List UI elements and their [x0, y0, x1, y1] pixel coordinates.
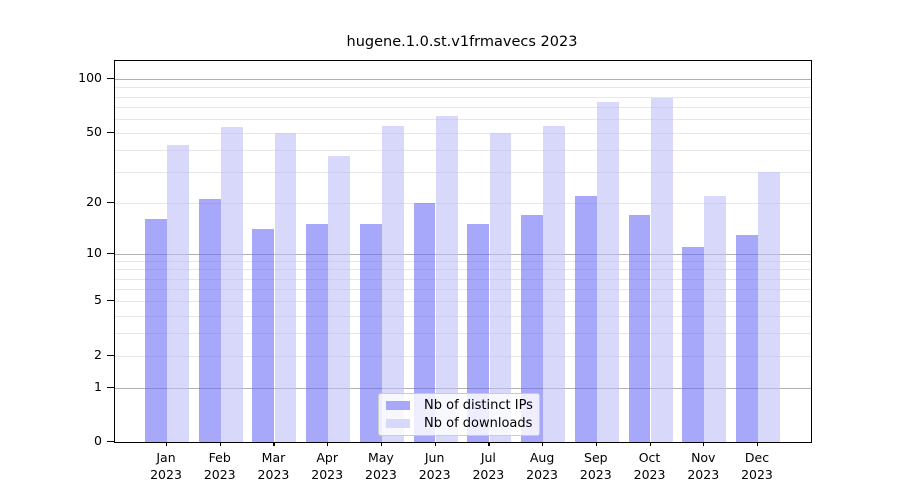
y-tick-mark: [107, 78, 114, 80]
x-tick-label-may: May 2023: [365, 450, 397, 482]
x-tick-label-nov: Nov 2023: [687, 450, 720, 482]
legend-row-distinct-ips: Nb of distinct IPs: [386, 398, 533, 413]
y-tick-mark: [107, 386, 114, 388]
y-tick-mark: [107, 131, 114, 134]
bar-downloads-nov: [704, 195, 727, 442]
x-tick-label-jul: Jul 2023: [472, 450, 505, 482]
gridline: [115, 253, 811, 255]
bar-distinct-ips-oct: [628, 214, 651, 442]
y-tick-label-10: 10: [86, 244, 102, 260]
bar-distinct-ips-feb: [198, 199, 221, 442]
legend-label-distinct-ips: Nb of distinct IPs: [424, 398, 533, 413]
gridline: [115, 118, 811, 120]
y-tick-mark: [107, 252, 114, 254]
x-tick-label-oct: Oct 2023: [633, 450, 666, 482]
bar-downloads-jan: [167, 144, 189, 442]
bar-downloads-aug: [543, 125, 566, 442]
y-tick-mark: [107, 354, 114, 356]
bar-distinct-ips-aug: [521, 214, 543, 442]
legend-row-downloads: Nb of downloads: [386, 416, 532, 431]
y-tick-label-100: 100: [78, 70, 102, 86]
x-tick-label-jun: Jun 2023: [418, 450, 451, 482]
bar-downloads-sep: [597, 101, 619, 442]
legend-swatch-distinct-ips-icon: [386, 401, 410, 410]
bar-downloads-may: [382, 125, 404, 442]
y-tick-mark: [107, 441, 114, 443]
legend: Nb of distinct IPs Nb of downloads: [378, 393, 540, 436]
y-tick-label-50: 50: [86, 123, 102, 139]
bar-downloads-apr: [328, 156, 351, 442]
x-tick-label-dec: Dec 2023: [741, 450, 773, 482]
x-tick-mark: [219, 442, 221, 446]
x-tick-label-feb: Feb 2023: [203, 450, 236, 482]
x-tick-mark: [703, 442, 705, 446]
legend-swatch-downloads-icon: [386, 419, 410, 428]
gridline: [115, 106, 811, 108]
gridline: [115, 79, 811, 81]
gridline: [115, 150, 811, 152]
x-tick-mark: [649, 442, 651, 446]
gridline: [115, 132, 811, 134]
gridline: [115, 96, 811, 98]
chart-title: hugene.1.0.st.v1frmavecs 2023: [346, 34, 578, 50]
gridline: [115, 301, 811, 303]
bar-distinct-ips-dec: [735, 234, 758, 442]
bar-downloads-feb: [220, 127, 243, 442]
gridline: [115, 269, 811, 271]
x-tick-mark: [542, 442, 544, 446]
gridline: [115, 261, 811, 263]
y-tick-label-20: 20: [86, 193, 102, 209]
bar-downloads-dec: [758, 172, 780, 442]
bar-downloads-jul: [489, 132, 512, 442]
gridline: [115, 315, 811, 317]
x-tick-mark: [380, 442, 383, 446]
bar-distinct-ips-may: [359, 224, 382, 442]
bar-distinct-ips-nov: [682, 246, 705, 442]
bar-downloads-oct: [650, 97, 673, 442]
x-tick-mark: [756, 442, 759, 446]
bar-distinct-ips-mar: [252, 229, 275, 442]
gridline: [115, 172, 811, 174]
bar-downloads-mar: [274, 132, 297, 442]
gridline: [115, 289, 811, 291]
y-tick-label-0: 0: [94, 433, 102, 448]
bar-distinct-ips-sep: [574, 195, 597, 442]
gridline: [115, 278, 811, 280]
x-tick-label-aug: Aug 2023: [526, 450, 558, 482]
x-tick-label-jan: Jan 2023: [150, 450, 182, 482]
x-tick-label-mar: Mar 2023: [257, 450, 290, 482]
y-tick-label-2: 2: [94, 346, 102, 362]
gridline: [115, 202, 811, 204]
x-tick-label-apr: Apr 2023: [311, 450, 344, 482]
legend-label-downloads: Nb of downloads: [424, 416, 533, 431]
x-tick-mark: [327, 442, 329, 446]
gridline: [115, 355, 811, 357]
x-tick-mark: [273, 442, 275, 446]
bar-distinct-ips-jun: [413, 202, 436, 442]
gridline: [115, 333, 811, 335]
x-tick-mark: [488, 442, 490, 446]
x-tick-mark: [434, 442, 436, 446]
y-tick-label-5: 5: [94, 292, 102, 308]
y-tick-label-1: 1: [94, 378, 102, 394]
y-tick-mark: [107, 300, 114, 302]
plot-area: [114, 60, 812, 443]
gridline: [115, 87, 811, 89]
bar-distinct-ips-jul: [467, 224, 490, 442]
bar-distinct-ips-apr: [306, 224, 328, 442]
bar-distinct-ips-jan: [145, 219, 167, 442]
bar-downloads-jun: [435, 116, 458, 442]
y-tick-mark: [107, 201, 114, 203]
gridline: [115, 387, 811, 389]
x-tick-mark: [166, 442, 168, 446]
x-tick-label-sep: Sep 2023: [579, 450, 612, 482]
x-tick-mark: [595, 442, 597, 446]
